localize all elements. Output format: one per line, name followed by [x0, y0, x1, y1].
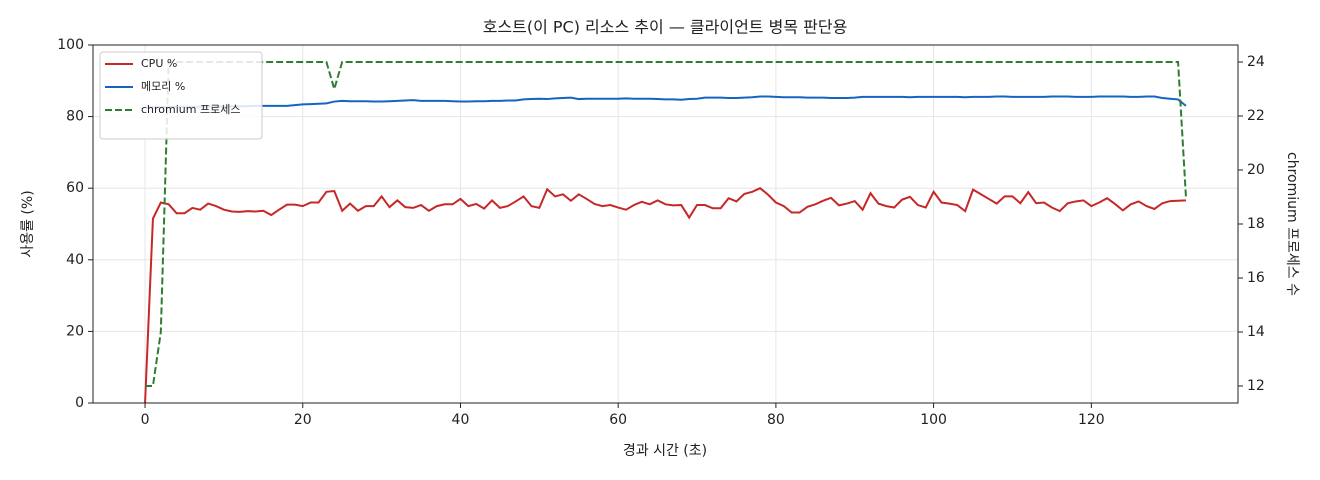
y-tick-label: 80 [66, 109, 84, 125]
x-tick-label: 100 [920, 412, 947, 428]
x-tick-label: 120 [1078, 412, 1105, 428]
chart-title: 호스트(이 PC) 리소스 추이 — 클라이언트 병목 판단용 [483, 18, 848, 37]
legend-label: CPU % [141, 57, 177, 70]
x-tick-label: 40 [452, 412, 470, 428]
x-axis-label: 경과 시간 (초) [623, 443, 707, 459]
plot-frame [92, 44, 1239, 404]
y2-tick-label: 14 [1247, 324, 1265, 340]
x-tick-label: 60 [609, 412, 627, 428]
y2-tick-label: 16 [1247, 270, 1265, 286]
y2-tick-label: 24 [1247, 54, 1265, 70]
y-tick-label: 0 [75, 395, 84, 411]
x-tick-label: 20 [294, 412, 312, 428]
y-tick-label: 60 [66, 180, 84, 196]
x-tick-label: 0 [141, 412, 150, 428]
series-line [144, 187, 1186, 404]
y2-axis-label: chromium 프로세스 수 [1284, 152, 1300, 296]
legend-box [99, 51, 263, 140]
legend: CPU % 메모리 % chromium 프로세스 [99, 51, 263, 140]
series-line [145, 61, 1187, 387]
series-line [145, 95, 1187, 109]
y2-tick-label: 22 [1247, 108, 1265, 124]
x-tick-label: 80 [767, 412, 785, 428]
legend-label: chromium 프로세스 [141, 103, 240, 116]
y-tick-label: 100 [57, 37, 84, 53]
y-tick-label: 20 [66, 323, 84, 339]
y2-tick-label: 12 [1247, 378, 1265, 394]
y-axis-label: 사용률 (%) [20, 190, 36, 257]
y-tick-label: 40 [66, 252, 84, 268]
legend-label: 메모리 % [141, 80, 185, 93]
y2-tick-label: 18 [1247, 216, 1265, 232]
y2-tick-label: 20 [1247, 162, 1265, 178]
